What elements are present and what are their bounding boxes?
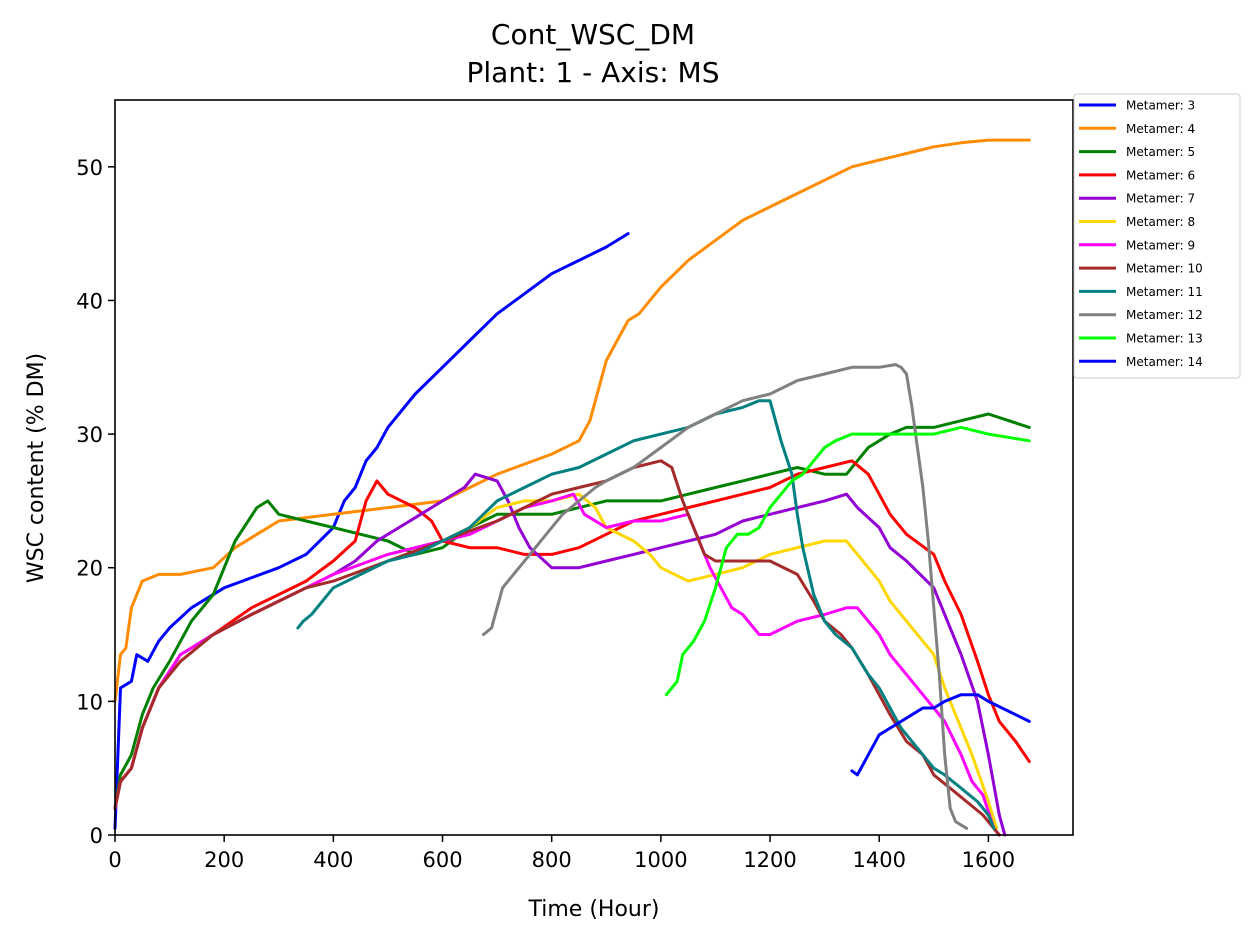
series-line-11 <box>664 425 1031 697</box>
legend-label: Metamer: 3 <box>1126 99 1195 113</box>
x-tick-label: 600 <box>422 848 462 872</box>
series-line-2 <box>113 138 1031 703</box>
plot-lines <box>113 138 1031 837</box>
y-tick-label: 30 <box>76 423 103 447</box>
y-tick-label: 20 <box>76 557 103 581</box>
legend-label: Metamer: 10 <box>1126 262 1203 276</box>
series-line-10 <box>482 363 969 830</box>
series-line-5 <box>113 472 1007 837</box>
x-tick-label: 200 <box>204 848 244 872</box>
legend-box <box>1073 93 1241 379</box>
legend: Metamer: 3 Metamer: 4 Metamer: 5 Metamer: 6… <box>1073 93 1241 379</box>
x-tick-label: 800 <box>532 848 572 872</box>
series-line-9 <box>296 399 996 830</box>
plot-frame <box>114 99 1074 836</box>
legend-label: Metamer: 7 <box>1126 192 1195 206</box>
legend-label: Metamer: 11 <box>1126 285 1203 299</box>
legend-label: Metamer: 4 <box>1126 122 1195 136</box>
y-tick-label: 0 <box>90 824 103 848</box>
legend-label: Metamer: 13 <box>1126 332 1203 346</box>
legend-label: Metamer: 9 <box>1126 238 1195 252</box>
series-line-8 <box>113 459 1001 837</box>
legend-label: Metamer: 6 <box>1126 168 1195 182</box>
x-tick-label: 1600 <box>962 848 1015 872</box>
x-tick-label: 1000 <box>634 848 687 872</box>
series-line-7 <box>113 492 1001 837</box>
legend-label: Metamer: 12 <box>1126 308 1203 322</box>
x-axis-label: Time (Hour) <box>528 897 660 922</box>
y-axis-ticks: 0 10 20 30 40 50 <box>76 156 115 848</box>
chart-subtitle: Plant: 1 - Axis: MS <box>467 56 720 89</box>
y-tick-label: 50 <box>76 156 103 180</box>
series-line-6 <box>113 492 999 830</box>
x-tick-label: 1400 <box>852 848 905 872</box>
x-tick-label: 0 <box>108 848 121 872</box>
x-tick-label: 1200 <box>743 848 796 872</box>
series-line-4 <box>113 459 1031 810</box>
legend-label: Metamer: 5 <box>1126 145 1195 159</box>
x-axis-ticks: 0 200 400 600 800 1000 1200 1400 1600 <box>108 835 1015 872</box>
chart-title: Cont_WSC_DM <box>491 18 695 51</box>
series-line-1 <box>113 232 630 830</box>
y-tick-label: 10 <box>76 690 103 714</box>
y-tick-label: 40 <box>76 289 103 313</box>
x-tick-label: 400 <box>313 848 353 872</box>
y-axis-label: WSC content (% DM) <box>24 353 49 583</box>
series-line-12 <box>850 693 1031 777</box>
legend-label: Metamer: 8 <box>1126 215 1195 229</box>
legend-label: Metamer: 14 <box>1126 355 1203 369</box>
series-line-3 <box>113 412 1031 810</box>
